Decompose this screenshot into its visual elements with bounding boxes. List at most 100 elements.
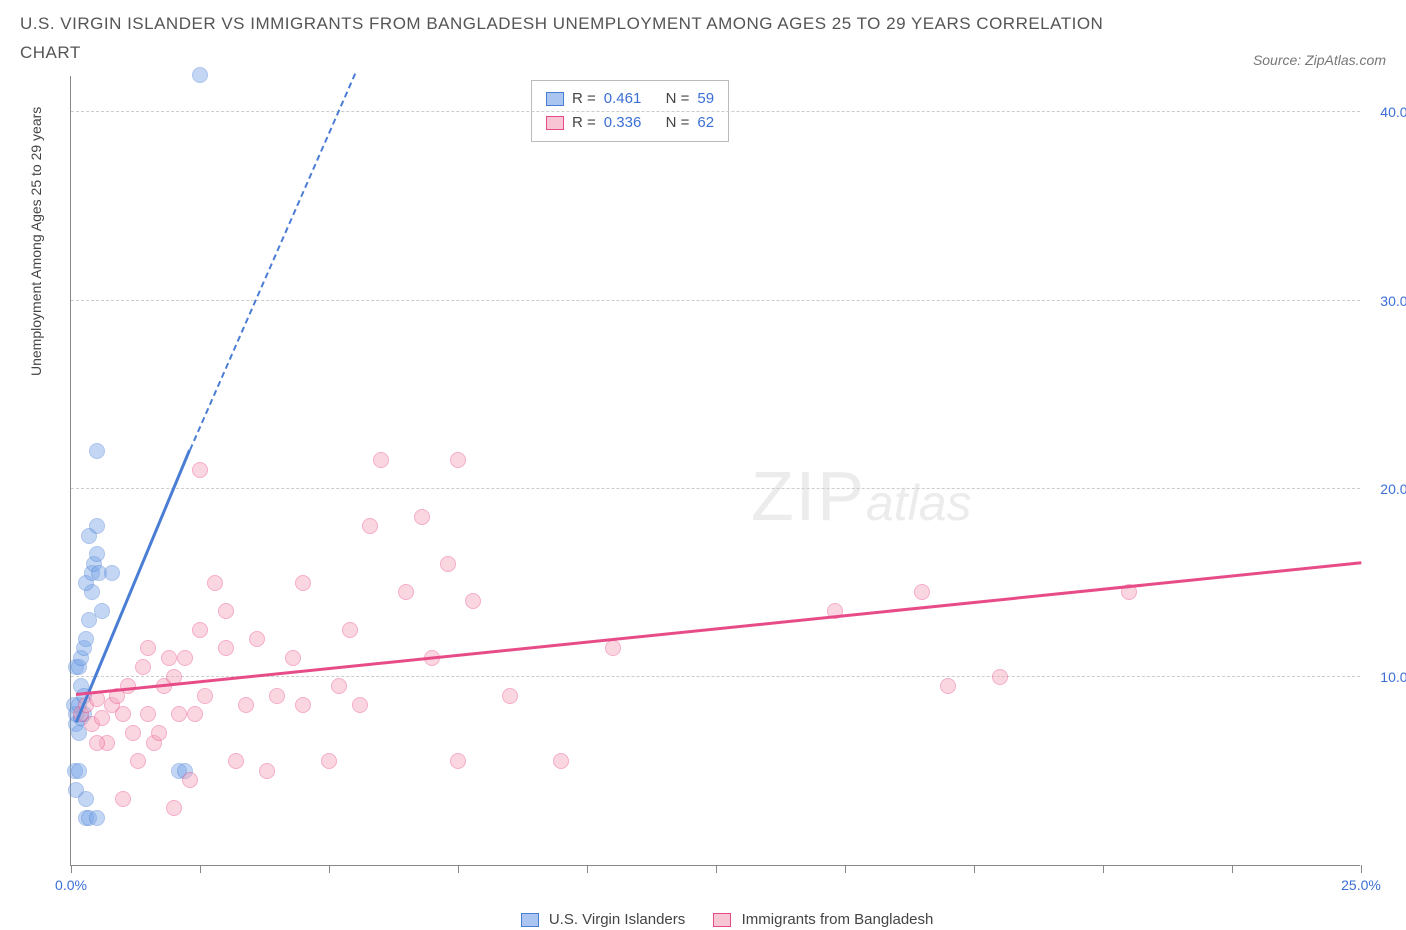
legend-n-value: 62 <box>697 111 714 135</box>
x-tick-label: 25.0% <box>1341 877 1381 893</box>
y-axis-label: Unemployment Among Ages 25 to 29 years <box>28 107 44 376</box>
data-point <box>135 659 151 675</box>
data-point <box>197 688 213 704</box>
x-tick <box>71 865 72 873</box>
data-point <box>161 650 177 666</box>
data-point <box>130 753 146 769</box>
legend-swatch-icon <box>546 116 564 130</box>
data-point <box>182 772 198 788</box>
data-point <box>140 640 156 656</box>
legend-r-value: 0.336 <box>604 111 642 135</box>
data-point <box>450 452 466 468</box>
data-point <box>285 650 301 666</box>
x-tick <box>1361 865 1362 873</box>
watermark: ZIPatlas <box>751 456 972 536</box>
data-point <box>440 556 456 572</box>
x-tick <box>587 865 588 873</box>
series-legend-label: U.S. Virgin Islanders <box>549 911 685 928</box>
data-point <box>940 678 956 694</box>
data-point <box>249 631 265 647</box>
data-point <box>342 622 358 638</box>
plot-area: ZIPatlas R = 0.461 N = 59 R = 0.336 N = … <box>70 76 1360 866</box>
source-label: Source: ZipAtlas.com <box>1253 52 1386 68</box>
data-point <box>94 710 110 726</box>
watermark-main: ZIP <box>751 457 866 535</box>
data-point <box>177 650 193 666</box>
data-point <box>115 791 131 807</box>
series-legend: U.S. Virgin Islanders Immigrants from Ba… <box>70 911 1360 928</box>
legend-swatch-icon <box>546 92 564 106</box>
data-point <box>269 688 285 704</box>
data-point <box>115 706 131 722</box>
legend-row: R = 0.461 N = 59 <box>546 87 714 111</box>
series-legend-label: Immigrants from Bangladesh <box>742 911 934 928</box>
data-point <box>321 753 337 769</box>
legend-swatch-icon <box>713 913 731 927</box>
x-tick <box>329 865 330 873</box>
legend-swatch-icon <box>521 913 539 927</box>
legend-n-value: 59 <box>697 87 714 111</box>
chart-header: U.S. VIRGIN ISLANDER VS IMMIGRANTS FROM … <box>20 10 1386 68</box>
data-point <box>89 518 105 534</box>
data-point <box>125 725 141 741</box>
trend-line-extrapolation <box>189 73 356 450</box>
chart-title: U.S. VIRGIN ISLANDER VS IMMIGRANTS FROM … <box>20 10 1120 68</box>
y-tick-label: 40.0% <box>1365 104 1406 120</box>
x-tick-label: 0.0% <box>55 877 87 893</box>
data-point <box>259 763 275 779</box>
data-point <box>104 565 120 581</box>
legend-r-label: R = <box>572 111 596 135</box>
data-point <box>465 593 481 609</box>
x-tick <box>1103 865 1104 873</box>
data-point <box>78 631 94 647</box>
y-tick-label: 20.0% <box>1365 481 1406 497</box>
data-point <box>89 546 105 562</box>
data-point <box>414 509 430 525</box>
x-tick <box>716 865 717 873</box>
x-tick <box>1232 865 1233 873</box>
legend-r-value: 0.461 <box>604 87 642 111</box>
x-tick <box>974 865 975 873</box>
data-point <box>89 443 105 459</box>
legend-row: R = 0.336 N = 62 <box>546 111 714 135</box>
x-tick <box>458 865 459 873</box>
data-point <box>192 622 208 638</box>
data-point <box>218 603 234 619</box>
data-point <box>914 584 930 600</box>
data-point <box>166 800 182 816</box>
data-point <box>373 452 389 468</box>
data-point <box>89 735 105 751</box>
data-point <box>71 763 87 779</box>
data-point <box>398 584 414 600</box>
x-tick <box>200 865 201 873</box>
data-point <box>151 725 167 741</box>
data-point <box>502 688 518 704</box>
data-point <box>992 669 1008 685</box>
data-point <box>140 706 156 722</box>
data-point <box>352 697 368 713</box>
chart-container: Unemployment Among Ages 25 to 29 years Z… <box>20 76 1386 896</box>
y-tick-label: 30.0% <box>1365 293 1406 309</box>
data-point <box>605 640 621 656</box>
legend-n-label: N = <box>666 87 690 111</box>
data-point <box>89 810 105 826</box>
data-point <box>187 706 203 722</box>
data-point <box>192 67 208 83</box>
data-point <box>295 575 311 591</box>
gridline <box>71 111 1360 112</box>
x-tick <box>845 865 846 873</box>
y-tick-label: 10.0% <box>1365 669 1406 685</box>
data-point <box>553 753 569 769</box>
legend-n-label: N = <box>666 111 690 135</box>
data-point <box>207 575 223 591</box>
watermark-sub: atlas <box>866 475 972 531</box>
data-point <box>295 697 311 713</box>
data-point <box>238 697 254 713</box>
data-point <box>362 518 378 534</box>
data-point <box>171 706 187 722</box>
data-point <box>78 791 94 807</box>
data-point <box>450 753 466 769</box>
gridline <box>71 488 1360 489</box>
data-point <box>218 640 234 656</box>
data-point <box>228 753 244 769</box>
